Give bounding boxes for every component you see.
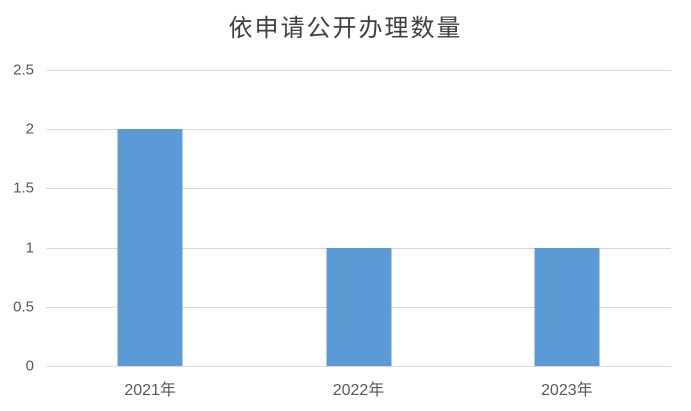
x-tick-label: 2023年: [541, 382, 593, 399]
bar-2021年: [117, 129, 183, 366]
y-tick-label: 1: [25, 239, 34, 257]
x-axis-line: [46, 366, 671, 367]
chart-title: 依申请公开办理数量: [228, 14, 463, 42]
gridline: [46, 188, 671, 190]
gridline: [46, 70, 671, 71]
y-tick-label: 0.5: [13, 298, 34, 316]
x-tick-label: 2021年: [124, 382, 176, 399]
gridline: [46, 129, 671, 131]
plot-area: [46, 70, 671, 367]
bar-2023年: [534, 247, 600, 366]
y-tick-label: 2: [25, 120, 34, 138]
y-tick-label: 1.5: [13, 179, 34, 197]
y-tick-label: 2.5: [13, 61, 34, 79]
x-tick-label: 2022年: [332, 382, 385, 399]
bar-2022年: [326, 247, 391, 366]
y-tick-label: 0: [25, 357, 34, 375]
